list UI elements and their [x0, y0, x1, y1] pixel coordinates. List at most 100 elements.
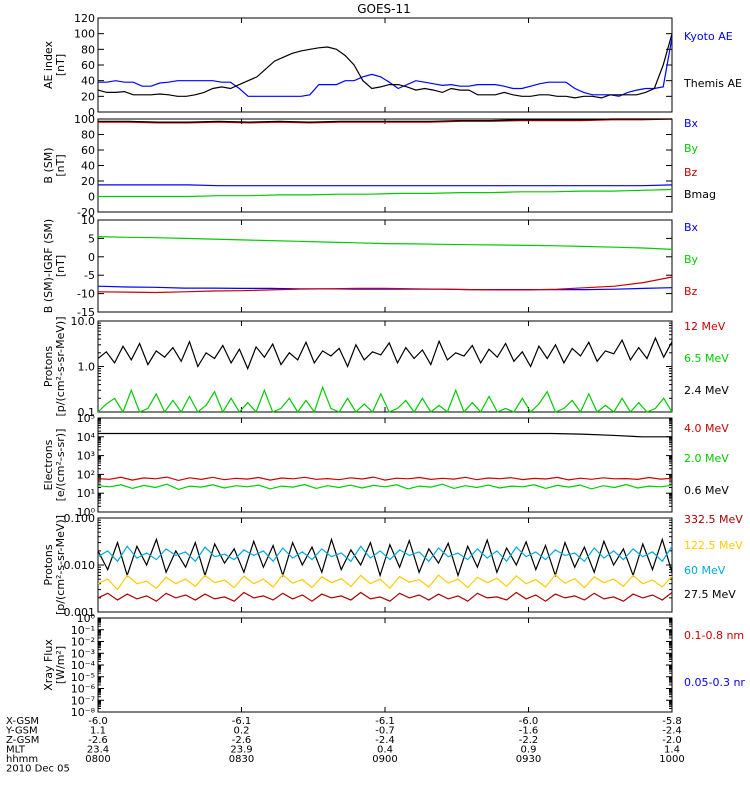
series-4-0-mev	[97, 476, 673, 482]
y-axis-label: Xray Flux	[42, 639, 55, 691]
y-tick-label: 10⁻⁴	[71, 659, 96, 672]
x-row-value: -6.1	[375, 716, 395, 727]
legend-entry: 332.5 MeV	[684, 513, 743, 526]
series-bz	[97, 276, 673, 294]
x-row-label: MLT	[6, 745, 26, 756]
y-tick-label: 0	[88, 251, 95, 264]
panel-3: -15 -10 -5 0 5 10 B (SM)-IGRF (SM) [nT] Bx By Bz	[42, 214, 699, 319]
legend-entry: 2.0 MeV	[684, 452, 729, 465]
x-row-value: -2.2	[519, 735, 539, 746]
y-tick-label: 10.0	[71, 315, 96, 328]
panel-frame	[97, 617, 673, 713]
series-by	[97, 236, 673, 250]
y-tick-label: 10⁻⁶	[71, 683, 96, 696]
y-tick-label: 5	[88, 232, 95, 245]
y-tick-label: 0.001	[64, 606, 96, 619]
y-tick-label: 10⁰	[77, 612, 96, 625]
legend-entry: Bz	[684, 285, 698, 298]
series-bmag	[98, 118, 672, 123]
y-axis-label: Protons	[42, 544, 55, 585]
x-row-label: hhmm	[6, 754, 38, 765]
x-row-value: -1.6	[519, 726, 539, 737]
y-tick-label: 10⁰	[77, 506, 96, 519]
series-27-5-mev	[97, 537, 673, 578]
y-axis-label: [nT]	[54, 154, 67, 176]
legend-entry: 60 MeV	[684, 564, 726, 577]
panel-frame	[97, 320, 673, 413]
y-tick-label: 10	[81, 214, 95, 227]
y-tick-label: 0	[88, 191, 95, 204]
x-row-value: 1000	[659, 754, 684, 765]
legend-entry: 0.05-0.3 nr	[684, 676, 745, 689]
y-tick-label: -20	[77, 206, 95, 219]
y-axis-label: [nT]	[54, 54, 67, 76]
chart-title: GOES-11	[357, 2, 411, 16]
y-tick-label: 10⁴	[77, 431, 96, 444]
x-row-value: 1.1	[90, 726, 106, 737]
x-row-value: 1.4	[664, 745, 680, 756]
x-row-label: Z-GSM	[6, 735, 39, 746]
y-tick-label: 100	[74, 28, 95, 41]
legend-entry: Bmag	[684, 188, 716, 201]
y-axis-label: [W/m²]	[54, 646, 67, 684]
x-row-label: X-GSM	[6, 716, 39, 727]
y-tick-label: 10⁻³	[71, 647, 95, 660]
x-row-value: -5.8	[662, 716, 682, 727]
series-kyoto-ae	[98, 37, 673, 97]
y-tick-label: 80	[81, 129, 95, 142]
panel-4: 0.1 1.0 10.0 Protons [p/(cm²-s-sr-MeV)] 12 Me…	[42, 315, 729, 419]
legend-entry: Bx	[684, 221, 699, 234]
series-bx	[97, 285, 673, 291]
y-tick-label: 0.010	[64, 559, 96, 572]
series-122-5-mev	[97, 573, 673, 591]
legend-entry: 27.5 MeV	[684, 588, 736, 601]
y-tick-label: 10¹	[77, 487, 95, 500]
series-60-mev	[97, 545, 673, 563]
x-row-value: 0.2	[234, 726, 250, 737]
series-themis-ae	[97, 33, 673, 99]
y-tick-label: 10⁻⁵	[71, 671, 95, 684]
y-tick-label: 10²	[77, 468, 95, 481]
y-tick-label: 80	[81, 43, 95, 56]
x-row-value: -6.0	[519, 716, 539, 727]
legend-entry: By	[684, 253, 699, 266]
y-tick-label: 20	[81, 175, 95, 188]
legend-entry: Kyoto AE	[684, 30, 733, 43]
x-row-value: 23.4	[87, 745, 109, 756]
y-tick-label: -10	[77, 288, 95, 301]
y-tick-label: 10⁻¹	[71, 624, 95, 637]
y-tick-label: 10⁵	[77, 412, 95, 425]
y-tick-label: 100	[74, 113, 95, 126]
legend-entry: 122.5 MeV	[684, 539, 743, 552]
panel-frame	[97, 417, 673, 513]
y-tick-label: 10⁻²	[71, 636, 95, 649]
y-axis-label: [p/(cm²-s-sr-MeV)]	[54, 317, 67, 417]
legend-entry: 0.1-0.8 nm	[684, 629, 744, 642]
x-row-value: -2.4	[662, 726, 682, 737]
x-row-value: 0800	[85, 754, 110, 765]
series-2-4-mev	[97, 336, 673, 371]
y-axis-label: B (SM)	[42, 147, 55, 183]
y-axis-label: [e/(cm²-s-sr)]	[54, 429, 67, 502]
series-by	[98, 188, 673, 198]
y-axis-label: AE index	[42, 40, 55, 89]
y-tick-label: 60	[81, 59, 95, 72]
x-row-value: -6.0	[88, 716, 108, 727]
y-tick-label: 0.100	[64, 512, 96, 525]
x-row-value: 0930	[516, 754, 541, 765]
y-tick-label: 10⁻⁷	[71, 694, 95, 707]
y-tick-label: 40	[81, 160, 95, 173]
x-row-value: -2.6	[88, 735, 108, 746]
panel-frame	[97, 118, 673, 213]
x-axis-table: X-GSM -6.0 -6.1 -6.1 -6.0 -5.8 Y-GSM 1.1 0.2 -0.7…	[5, 716, 685, 775]
x-row-value: 0.4	[377, 745, 393, 756]
legend-entry: 6.5 MeV	[684, 352, 729, 365]
x-row-value: 0.9	[521, 745, 537, 756]
panel-5: 10⁰ 10¹ 10² 10³ 10⁴ 10⁵ Electrons [e/(cm²-s-sr)…	[42, 412, 729, 519]
panel-1: 0 20 40 60 80 100 120 AE index [nT] Kyoto AE Themi…	[42, 12, 742, 119]
y-axis-label: B (SM)-IGRF (SM)	[42, 219, 55, 313]
y-tick-label: 10⁻⁸	[71, 706, 96, 719]
legend-entry: 2.4 MeV	[684, 384, 729, 397]
